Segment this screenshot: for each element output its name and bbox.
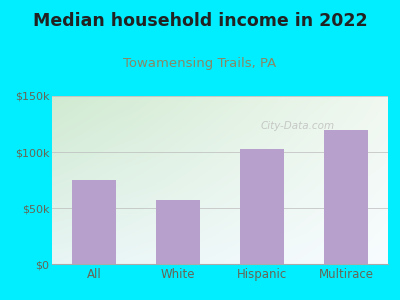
Text: Median household income in 2022: Median household income in 2022	[33, 12, 367, 30]
Bar	[72, 180, 116, 264]
Bar	[240, 148, 284, 264]
Text: Towamensing Trails, PA: Towamensing Trails, PA	[123, 57, 277, 70]
Text: City-Data.com: City-Data.com	[260, 121, 334, 131]
Bar	[156, 200, 200, 264]
Bar	[324, 130, 368, 264]
